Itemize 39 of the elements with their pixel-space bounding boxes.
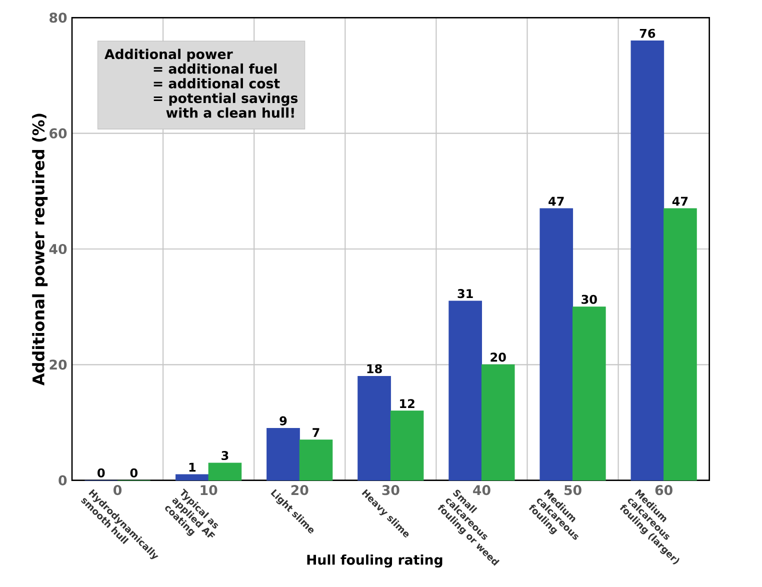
data-label: 9 xyxy=(280,416,287,426)
annotation: = potential savings xyxy=(154,92,298,106)
annotation: = additional fuel xyxy=(154,63,277,74)
annotation: = additional cost xyxy=(154,78,280,88)
y-tick-label: 60 xyxy=(50,128,67,138)
y-tick-label: 40 xyxy=(49,244,67,254)
data-label: 1 xyxy=(189,462,196,472)
data-label: 31 xyxy=(458,289,473,298)
y-axis-title: Additional power required (%) xyxy=(32,114,48,386)
annotation: Additional power xyxy=(104,48,233,62)
data-label: 18 xyxy=(367,364,382,374)
data-label: 3 xyxy=(222,450,228,460)
data-label: 0 xyxy=(98,468,105,478)
bar xyxy=(481,364,515,481)
y-tick-label: 80 xyxy=(50,12,67,23)
bar xyxy=(630,40,664,481)
annotation: with a clean hull! xyxy=(166,107,294,118)
bar xyxy=(390,410,424,481)
bar xyxy=(664,208,697,481)
y-tick-label: 20 xyxy=(50,360,67,370)
bar xyxy=(208,462,242,481)
bar xyxy=(358,376,391,481)
data-label: 47 xyxy=(548,196,564,206)
data-label: 30 xyxy=(582,294,597,304)
bar xyxy=(572,306,606,481)
bar xyxy=(299,440,333,481)
data-label: 12 xyxy=(400,399,414,408)
data-label: 47 xyxy=(672,196,688,206)
bar xyxy=(448,300,482,481)
data-label: 7 xyxy=(312,428,320,437)
y-tick-label: 0 xyxy=(58,475,67,486)
bar xyxy=(266,428,300,481)
x-axis-title: Hull fouling rating xyxy=(307,554,442,568)
bar xyxy=(540,208,574,481)
data-label: 0 xyxy=(130,468,138,478)
bar xyxy=(176,474,209,481)
x-tick-label: 20 xyxy=(291,485,308,496)
data-label: 20 xyxy=(490,352,506,362)
data-label: 76 xyxy=(640,28,656,38)
